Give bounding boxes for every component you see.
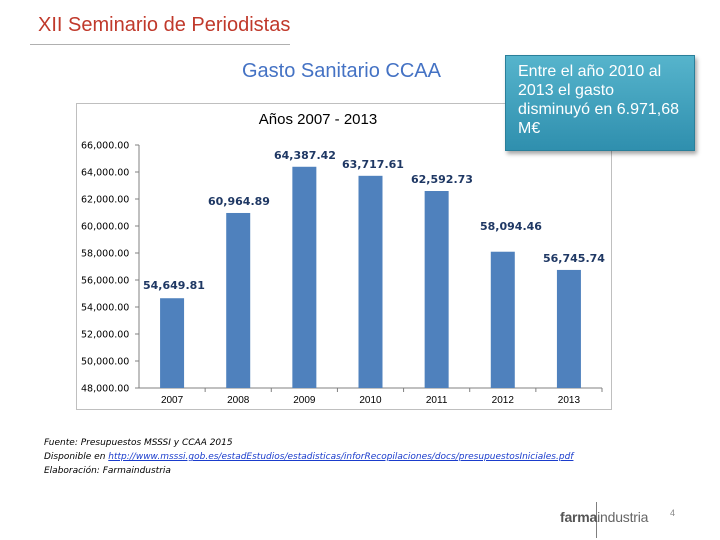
logo-bold-text: farma: [560, 509, 598, 525]
bar: [160, 298, 185, 388]
page-title: Gasto Sanitario CCAA: [242, 60, 441, 82]
y-tick-label: 62,000.00: [81, 195, 129, 206]
x-tick-label: 2007: [161, 395, 184, 406]
elaboration-line: Elaboración: Farmaindustria: [44, 466, 171, 476]
data-label: 60,964.89: [208, 195, 270, 208]
y-tick-label: 52,000.00: [81, 330, 129, 341]
x-tick-label: 2012: [492, 395, 515, 406]
x-tick-label: 2008: [227, 395, 250, 406]
bar: [358, 175, 383, 388]
availability-prefix: Disponible en: [44, 452, 109, 462]
y-tick-label: 50,000.00: [81, 357, 129, 368]
page-number: 4: [670, 508, 676, 518]
data-label: 62,592.73: [411, 173, 473, 186]
y-tick-label: 56,000.00: [81, 276, 129, 287]
bar: [292, 166, 317, 388]
logo-divider: [596, 502, 597, 538]
chart-frame: Años 2007 - 2013 48,000.00 50,000.00 52,000…: [76, 103, 612, 410]
data-label: 63,717.61: [342, 158, 404, 171]
callout-text: Entre el año 2010 al 2013 el gasto dismi…: [518, 63, 679, 137]
bar: [556, 269, 581, 388]
source-notes: Fuente: Presupuestos MSSSI y CCAA 2015 D…: [44, 436, 684, 478]
x-tick-label: 2010: [359, 395, 382, 406]
x-tick-label: 2013: [558, 395, 581, 406]
bar-chart: Años 2007 - 2013 48,000.00 50,000.00 52,000…: [81, 111, 605, 406]
x-tick-label: 2011: [426, 395, 448, 406]
source-link[interactable]: http://www.msssi.gob.es/estadEstudios/es…: [108, 452, 574, 462]
farmaindustria-logo: farmaindustria: [560, 509, 648, 525]
bar: [424, 190, 449, 388]
callout-box: Entre el año 2010 al 2013 el gasto dismi…: [505, 55, 695, 151]
header-divider: [30, 44, 290, 45]
source-line: Fuente: Presupuestos MSSSI y CCAA 2015: [44, 438, 233, 448]
bar: [226, 212, 251, 388]
header-title: XII Seminario de Periodistas: [38, 14, 291, 36]
data-label: 56,745.74: [543, 252, 605, 265]
data-label: 58,094.46: [480, 220, 542, 233]
availability-line: Disponible en http://www.msssi.gob.es/es…: [44, 450, 684, 464]
logo-light-text: industria: [597, 509, 649, 525]
y-tick-label: 48,000.00: [81, 384, 129, 395]
data-label: 54,649.81: [143, 279, 205, 292]
chart-title: Años 2007 - 2013: [259, 111, 377, 128]
x-tick-label: 2009: [293, 395, 316, 406]
y-tick-label: 66,000.00: [81, 141, 129, 152]
y-tick-label: 58,000.00: [81, 249, 129, 260]
bar: [490, 251, 515, 388]
y-tick-label: 60,000.00: [81, 222, 129, 233]
y-tick-label: 54,000.00: [81, 303, 129, 314]
y-tick-label: 64,000.00: [81, 168, 129, 179]
data-label: 64,387.42: [274, 149, 336, 162]
